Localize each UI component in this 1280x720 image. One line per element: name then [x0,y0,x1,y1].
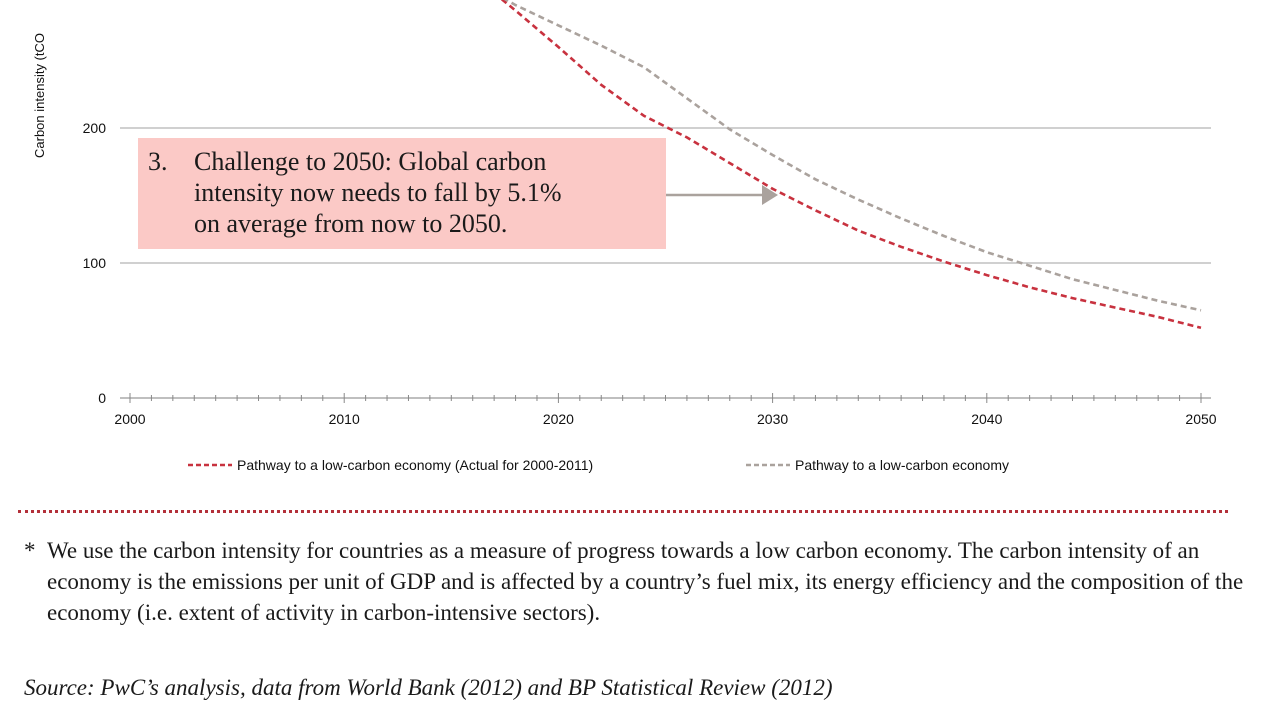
annotation-line-2: intensity now needs to fall by 5.1% [194,178,562,207]
footnote: * We use the carbon intensity for countr… [24,535,1244,628]
chart: Carbon intensity (tCO 0 100 200 2000 2010 202… [32,0,1217,473]
x-tick-label-2040: 2040 [971,411,1002,427]
x-tick-label-2010: 2010 [329,411,360,427]
legend-label-1: Pathway to a low-carbon economy (Actual … [237,457,593,473]
y-axis-label: Carbon intensity (tCO [32,33,47,158]
y-tick-label-0: 0 [98,390,106,406]
source-note: Source: PwC’s analysis, data from World … [24,675,833,700]
annotation-line-1: 3. Challenge to 2050: Global carbon [148,147,547,176]
annotation-callout: 3. Challenge to 2050: Global carbon inten… [138,138,666,249]
x-tick-label-2020: 2020 [543,411,574,427]
x-tick-label-2000: 2000 [114,411,145,427]
y-tick-label-100: 100 [83,255,107,271]
series-line-1 [500,0,1202,330]
x-tick-label-2050: 2050 [1185,411,1216,427]
annotation-arrow-head [762,185,778,205]
legend-label-2: Pathway to a low-carbon economy [795,457,1009,473]
x-tick-label-2030: 2030 [757,411,788,427]
annotation-number: 3. [148,147,168,176]
annotation-line-3: on average from now to 2050. [194,209,508,238]
footnote-marker: * [24,538,36,563]
series-line-2 [503,0,1202,312]
dotted-divider [18,510,1228,513]
y-tick-label-200: 200 [83,120,107,136]
footnote-text: We use the carbon intensity for countrie… [47,538,1244,625]
